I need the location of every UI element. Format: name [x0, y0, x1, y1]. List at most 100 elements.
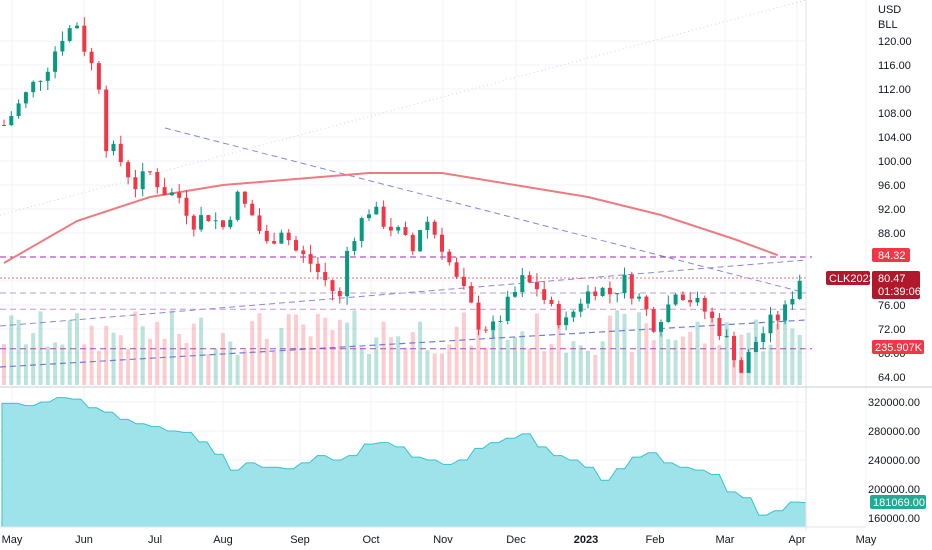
- moving-average: [3, 172, 779, 264]
- volume-bar: [104, 325, 109, 385]
- ma-line: [3, 172, 779, 264]
- volume-bar: [717, 344, 722, 385]
- volume-bar: [89, 325, 94, 385]
- symbol-badge[interactable]: CLK2023: [826, 271, 875, 285]
- volume-bar: [425, 350, 430, 385]
- candle-body: [710, 311, 715, 318]
- price-tick: 104.00: [878, 132, 912, 144]
- candle-body: [250, 203, 255, 216]
- candle-body: [279, 232, 284, 244]
- axes: [0, 0, 932, 530]
- candle-body: [294, 240, 298, 251]
- candle-body: [162, 187, 167, 196]
- candle-body: [23, 92, 28, 104]
- candle-body: [578, 303, 583, 312]
- time-tick: May: [856, 534, 877, 546]
- price-tick: 76.00: [878, 300, 906, 312]
- volume-bar: [294, 314, 298, 385]
- candle-body: [586, 291, 590, 304]
- volume-bar: [447, 344, 452, 385]
- volume-bar: [286, 314, 291, 385]
- volume-bar: [133, 311, 138, 385]
- volume-bar: [272, 351, 277, 385]
- volume-bar: [680, 336, 685, 385]
- candle-body: [337, 291, 342, 297]
- candle-body: [600, 287, 605, 296]
- volume-bar: [761, 351, 766, 385]
- area-tick: 160000.00: [868, 513, 920, 525]
- time-tick: Oct: [362, 534, 379, 546]
- candle-body: [673, 294, 678, 305]
- candle-body: [388, 226, 393, 231]
- area-tick: 280000.00: [868, 426, 920, 438]
- currency-label: USD: [878, 4, 901, 16]
- candle-body: [126, 162, 131, 178]
- candle-body: [148, 171, 152, 173]
- volume-bar: [724, 322, 729, 385]
- candle-body: [593, 291, 598, 296]
- volume-bar: [213, 348, 218, 385]
- time-tick-labels: May Jun Jul Aug Sep Oct Nov Dec 2023 Feb Mar Apr May: [2, 534, 877, 546]
- candle-body: [133, 177, 138, 190]
- volume-bar: [732, 351, 736, 385]
- volume-bar: [45, 346, 50, 385]
- volume-bar: [469, 345, 474, 385]
- dotted-trendline[interactable]: [0, 0, 807, 216]
- time-tick: Aug: [213, 534, 233, 546]
- volume-bar: [9, 315, 14, 385]
- volume-bar: [264, 338, 269, 385]
- candle-body: [717, 317, 722, 337]
- volume-bar: [527, 348, 532, 385]
- time-tick: Feb: [646, 534, 665, 546]
- volume-bar: [797, 334, 802, 385]
- volume-bar: [498, 323, 503, 385]
- volume-bar: [622, 313, 627, 385]
- candle-body: [16, 103, 21, 117]
- candle-body: [206, 215, 211, 221]
- volume-bar: [38, 311, 43, 385]
- volume-bar: [315, 313, 320, 385]
- candle-body: [724, 335, 729, 337]
- volume-bar: [228, 341, 233, 385]
- open-interest-fill: [1, 397, 807, 528]
- candle-body: [53, 51, 58, 72]
- time-tick: Apr: [788, 534, 805, 546]
- candle-body: [622, 274, 627, 293]
- volume-bar: [352, 310, 357, 385]
- candle-body: [330, 280, 335, 292]
- area-value-badge: 181069.00: [870, 495, 926, 509]
- trendline-lower[interactable]: [0, 319, 807, 368]
- symbol-label: CLK2023: [829, 273, 875, 285]
- volume-bar: [31, 333, 36, 385]
- volume-bar: [155, 321, 160, 385]
- volume-bar: [60, 344, 65, 385]
- candle-body: [483, 329, 488, 331]
- candle-body: [228, 219, 233, 228]
- candle-body: [2, 125, 6, 126]
- candle-body: [644, 296, 649, 310]
- candle-body: [688, 299, 693, 303]
- volume-bar: [768, 344, 773, 385]
- last-price: 80.47: [878, 273, 906, 285]
- volume-bar: [184, 343, 189, 385]
- trendline-down[interactable]: [164, 127, 807, 294]
- volume-bar: [177, 333, 182, 385]
- volume-bar: [491, 323, 496, 385]
- price-tick: 112.00: [878, 84, 911, 96]
- candle-body: [761, 333, 766, 343]
- candle-body: [374, 206, 379, 215]
- candle-body: [264, 230, 269, 242]
- volume-bar: [695, 321, 700, 385]
- volume-bar: [162, 338, 167, 385]
- candle-body: [607, 287, 612, 295]
- candle-body: [345, 250, 350, 297]
- candle-body: [746, 351, 751, 373]
- volume-bar: [775, 323, 780, 385]
- volume-bar: [688, 331, 693, 385]
- volume-bar: [191, 323, 196, 385]
- volume-bar: [403, 347, 408, 385]
- candle-body: [753, 342, 758, 352]
- candle-body: [666, 304, 671, 322]
- candle-body: [454, 262, 459, 277]
